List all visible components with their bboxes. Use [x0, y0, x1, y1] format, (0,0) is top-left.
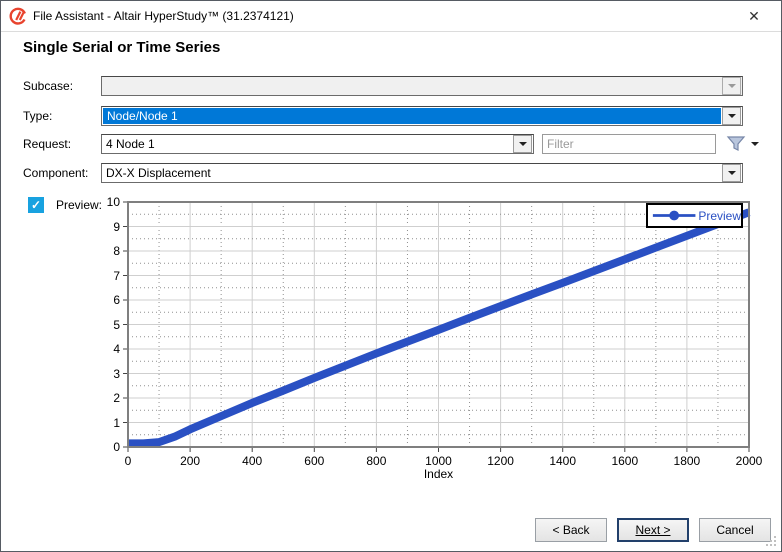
- y-tick-label: 8: [113, 244, 120, 258]
- preview-checkbox[interactable]: [28, 197, 44, 213]
- next-button-label: Next >: [635, 523, 671, 537]
- title-bar: File Assistant - Altair HyperStudy™ (31.…: [1, 1, 781, 32]
- component-label: Component:: [23, 166, 89, 180]
- x-axis-title: Index: [423, 467, 454, 481]
- x-tick-label: 800: [366, 454, 387, 468]
- type-dropdown-arrow[interactable]: [722, 107, 741, 125]
- x-tick-label: 400: [242, 454, 263, 468]
- chevron-down-icon: [727, 114, 736, 118]
- x-tick-label: 200: [180, 454, 201, 468]
- legend-label: Preview: [698, 208, 741, 223]
- x-tick-label: 0: [124, 454, 132, 468]
- y-tick-label: 1: [113, 415, 120, 430]
- back-button-label: < Back: [552, 523, 590, 537]
- next-button[interactable]: Next >: [617, 518, 689, 542]
- y-tick-label: 5: [113, 317, 120, 332]
- request-dropdown[interactable]: 4 Node 1: [101, 134, 534, 154]
- page-title: Single Serial or Time Series: [23, 39, 221, 56]
- x-tick-label: 1000: [425, 454, 452, 468]
- component-value: DX-X Displacement: [106, 166, 211, 180]
- component-dropdown-arrow[interactable]: [722, 164, 741, 182]
- filter-menu-button[interactable]: [725, 135, 759, 153]
- chart-legend: Preview: [646, 203, 743, 228]
- filter-input[interactable]: [542, 134, 716, 154]
- preview-label: Preview:: [56, 198, 103, 212]
- cancel-button[interactable]: Cancel: [699, 518, 771, 542]
- subcase-label: Subcase:: [23, 79, 74, 93]
- cancel-button-label: Cancel: [716, 523, 754, 537]
- x-tick-label: 600: [304, 454, 325, 468]
- chevron-down-icon: [518, 142, 527, 146]
- chevron-down-icon: [751, 142, 759, 146]
- y-tick-label: 9: [113, 219, 120, 234]
- resize-grip[interactable]: [765, 535, 778, 548]
- y-tick-label: 4: [113, 342, 120, 356]
- close-button[interactable]: ✕: [748, 7, 760, 24]
- back-button[interactable]: < Back: [535, 518, 607, 542]
- altair-logo-icon: [9, 7, 26, 25]
- request-dropdown-arrow[interactable]: [513, 135, 532, 153]
- x-tick-label: 1600: [611, 454, 639, 468]
- x-tick-label: 1400: [549, 454, 577, 468]
- subcase-dropdown: [101, 76, 743, 96]
- request-value: 4 Node 1: [106, 137, 155, 151]
- filter-funnel-icon: [726, 136, 746, 151]
- chevron-down-icon: [727, 84, 736, 88]
- component-dropdown[interactable]: DX-X Displacement: [101, 163, 743, 183]
- legend-marker-icon: [652, 210, 696, 221]
- y-tick-label: 2: [113, 391, 120, 405]
- preview-chart: [123, 201, 751, 452]
- subcase-dropdown-arrow: [722, 77, 741, 95]
- type-value: Node/Node 1: [103, 108, 721, 124]
- y-tick-label: 6: [113, 293, 120, 307]
- y-tick-label: 0: [113, 440, 120, 454]
- y-tick-label: 10: [106, 195, 120, 209]
- window-title: File Assistant - Altair HyperStudy™ (31.…: [33, 9, 294, 23]
- x-tick-label: 1800: [673, 454, 701, 468]
- y-tick-label: 7: [113, 268, 120, 283]
- x-tick-label: 1200: [487, 454, 514, 468]
- request-label: Request:: [23, 137, 72, 151]
- type-label: Type:: [23, 109, 53, 123]
- type-dropdown[interactable]: Node/Node 1: [101, 106, 743, 126]
- chevron-down-icon: [727, 171, 736, 175]
- y-tick-label: 3: [113, 366, 120, 381]
- x-tick-label: 2000: [735, 454, 763, 468]
